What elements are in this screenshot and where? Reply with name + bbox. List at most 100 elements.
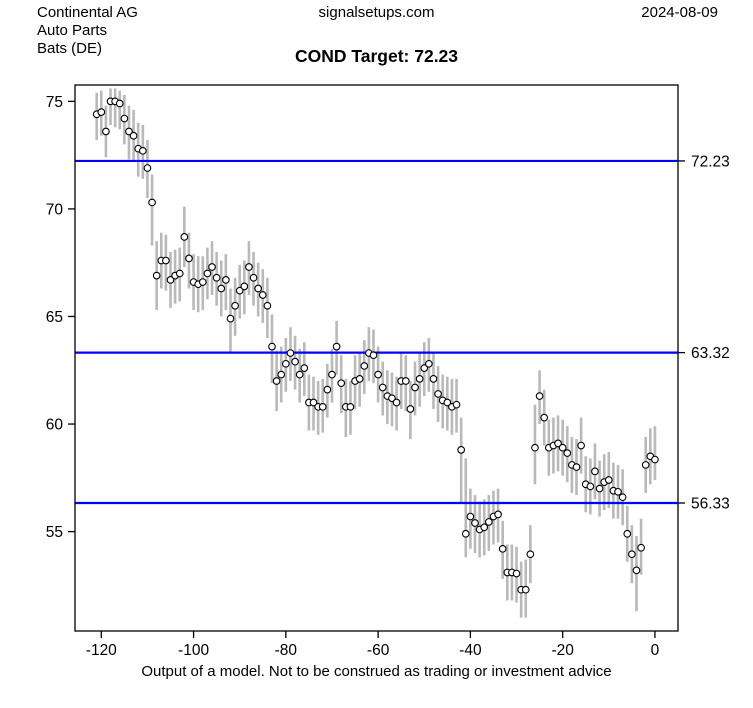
target-line-label: 72.23 bbox=[691, 153, 730, 170]
data-point bbox=[300, 364, 309, 372]
data-point bbox=[604, 476, 613, 484]
data-point bbox=[180, 233, 189, 241]
data-point bbox=[226, 314, 235, 323]
data-point bbox=[521, 585, 530, 594]
data-point bbox=[263, 301, 272, 310]
data-point bbox=[152, 271, 161, 280]
data-point bbox=[420, 364, 429, 372]
data-point bbox=[231, 301, 239, 310]
data-point bbox=[637, 543, 645, 552]
data-point bbox=[480, 523, 489, 532]
data-point bbox=[115, 99, 124, 108]
data-point bbox=[452, 400, 461, 409]
site-name: signalsetups.com bbox=[318, 4, 435, 21]
data-point bbox=[328, 370, 336, 379]
data-point bbox=[392, 398, 401, 407]
disclaimer-text: Output of a model. Not to be construed a… bbox=[141, 663, 612, 680]
x-tick-label: -40 bbox=[459, 642, 482, 659]
data-point bbox=[162, 256, 170, 265]
target-line-label: 56.33 bbox=[691, 495, 730, 512]
data-point bbox=[535, 392, 544, 400]
data-point bbox=[572, 463, 581, 471]
data-point bbox=[249, 273, 258, 282]
y-tick-label: 55 bbox=[46, 524, 63, 541]
data-point bbox=[443, 398, 452, 407]
data-point bbox=[494, 510, 502, 519]
data-point bbox=[577, 441, 585, 450]
data-point bbox=[337, 379, 346, 388]
data-point bbox=[586, 482, 595, 491]
data-point bbox=[641, 461, 650, 469]
data-point bbox=[212, 273, 221, 282]
data-point bbox=[434, 390, 442, 398]
data-point bbox=[129, 131, 138, 140]
data-point bbox=[185, 254, 193, 263]
data-point bbox=[374, 370, 382, 379]
data-point bbox=[369, 351, 378, 360]
data-point bbox=[286, 349, 295, 357]
y-tick-label: 70 bbox=[46, 201, 64, 218]
data-point bbox=[429, 375, 438, 383]
chart-date: 2024-08-09 bbox=[641, 4, 718, 21]
data-point bbox=[461, 529, 470, 538]
data-point bbox=[558, 443, 567, 452]
data-point bbox=[563, 449, 572, 457]
data-point bbox=[591, 467, 599, 476]
data-point bbox=[484, 518, 493, 526]
data-point bbox=[208, 263, 216, 271]
data-point bbox=[466, 512, 475, 521]
data-point bbox=[254, 284, 263, 293]
data-point bbox=[203, 269, 212, 278]
data-point bbox=[554, 439, 562, 448]
data-point bbox=[125, 127, 133, 136]
data-point bbox=[166, 276, 175, 284]
data-point bbox=[97, 108, 106, 116]
exchange-name: Bats (DE) bbox=[37, 40, 103, 57]
x-tick-label: -80 bbox=[275, 642, 298, 659]
data-point bbox=[281, 359, 290, 368]
data-point bbox=[277, 370, 286, 379]
data-point bbox=[425, 359, 433, 368]
x-tick-label: -100 bbox=[178, 642, 209, 659]
data-point bbox=[614, 487, 622, 496]
data-point bbox=[235, 286, 244, 295]
data-point bbox=[291, 357, 299, 366]
instrument-header: Continental AG Auto Parts Bats (DE) bbox=[37, 4, 138, 58]
data-point bbox=[406, 405, 415, 413]
data-point bbox=[222, 276, 230, 284]
data-point bbox=[540, 413, 549, 422]
data-point bbox=[318, 402, 327, 411]
data-point bbox=[632, 566, 641, 575]
data-point bbox=[526, 550, 535, 559]
data-point bbox=[272, 377, 281, 385]
data-point bbox=[217, 284, 226, 293]
x-tick-label: -120 bbox=[86, 642, 117, 659]
x-tick-label: -20 bbox=[551, 642, 574, 659]
data-point bbox=[651, 455, 659, 464]
data-point bbox=[198, 278, 207, 286]
data-point bbox=[138, 146, 147, 155]
data-point bbox=[175, 269, 184, 278]
data-point bbox=[143, 164, 152, 172]
page-title: COND Target: 72.23 bbox=[294, 46, 459, 66]
x-tick-label: -60 bbox=[367, 642, 390, 659]
data-point bbox=[309, 398, 318, 407]
data-point bbox=[628, 550, 636, 559]
data-point bbox=[245, 263, 253, 271]
data-point bbox=[531, 443, 539, 452]
data-point bbox=[346, 402, 355, 411]
data-point bbox=[120, 114, 129, 123]
data-point bbox=[148, 198, 156, 207]
y-tick-label: 60 bbox=[46, 417, 64, 434]
data-point bbox=[415, 375, 424, 383]
data-point bbox=[388, 394, 396, 403]
data-point bbox=[323, 385, 332, 394]
data-point bbox=[295, 370, 304, 379]
plot-border bbox=[74, 84, 679, 632]
data-point bbox=[618, 493, 627, 502]
target-line-label: 63.32 bbox=[691, 345, 730, 362]
data-point bbox=[401, 377, 410, 385]
data-point bbox=[595, 484, 604, 493]
